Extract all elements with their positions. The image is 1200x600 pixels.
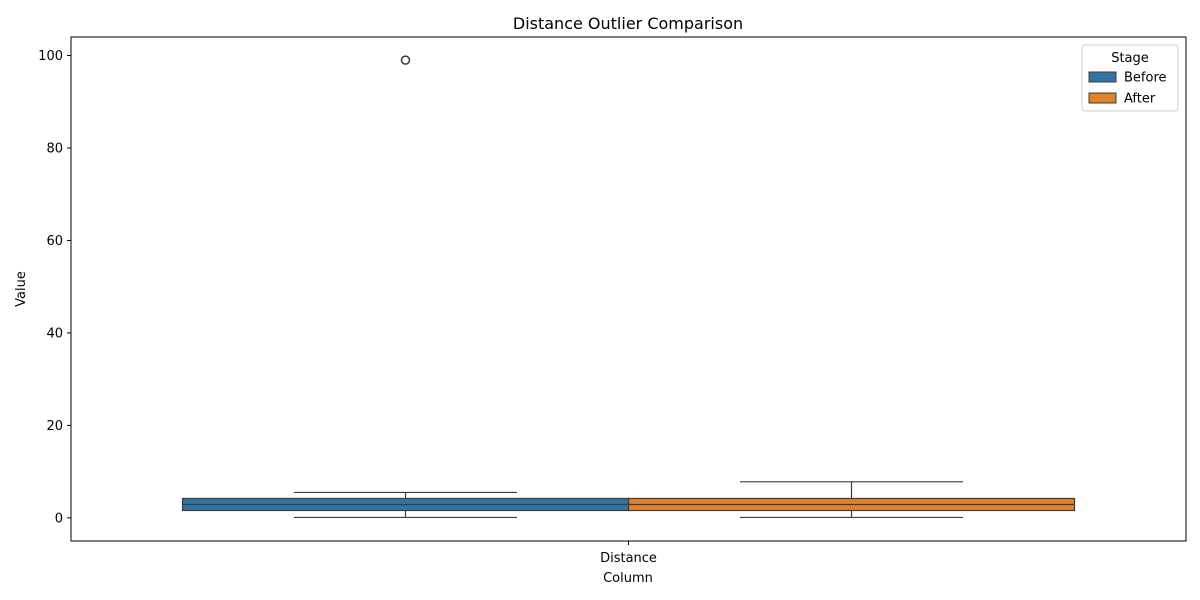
y-tick-label: 60 — [46, 234, 63, 249]
box-before — [181, 55, 630, 519]
legend-swatch-after — [1088, 92, 1117, 104]
y-axis-label: Value — [14, 271, 29, 307]
chart-title: Distance Outlier Comparison — [513, 14, 743, 33]
y-tick-label: 20 — [46, 419, 63, 434]
plot-frame — [70, 36, 1187, 542]
y-tick-label: 100 — [38, 49, 63, 64]
legend-title: Stage — [1111, 51, 1149, 66]
legend-label-after: After — [1124, 92, 1156, 107]
box-after — [627, 481, 1076, 519]
legend-swatch-before — [1088, 71, 1117, 83]
y-tick-label: 0 — [55, 511, 63, 526]
x-axis-label: Column — [603, 571, 653, 586]
outlier-point — [400, 55, 411, 65]
legend-label-before: Before — [1124, 71, 1167, 86]
x-tick-label: Distance — [600, 551, 657, 566]
legend: Stage Before After — [1081, 44, 1179, 112]
y-tick-label: 80 — [46, 141, 63, 156]
y-tick-label: 40 — [46, 326, 63, 341]
